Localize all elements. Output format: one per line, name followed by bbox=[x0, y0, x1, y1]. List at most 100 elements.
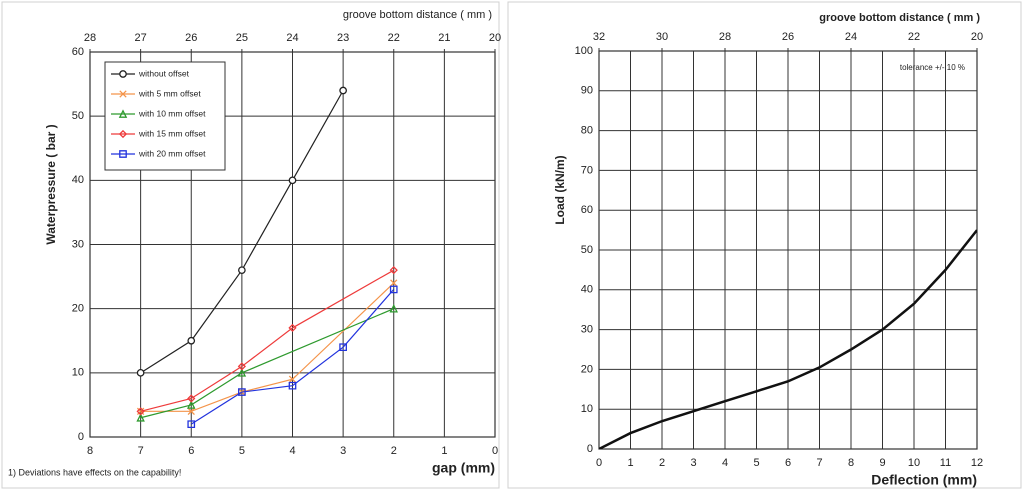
x-tick-label: 8 bbox=[87, 445, 93, 457]
data-point bbox=[238, 388, 246, 396]
data-point bbox=[237, 362, 246, 371]
series-line bbox=[140, 308, 394, 419]
y-tick-label: 90 bbox=[581, 85, 593, 97]
plot-border bbox=[598, 50, 978, 450]
data-point bbox=[187, 407, 195, 415]
y-tick-label: 40 bbox=[581, 284, 593, 296]
top-axis-title: groove bottom distance ( mm ) bbox=[343, 9, 492, 21]
legend-label: with 15 mm offset bbox=[138, 128, 206, 138]
data-point bbox=[187, 336, 196, 345]
x-tick-label: 6 bbox=[785, 457, 791, 469]
x-tick-label: 5 bbox=[753, 457, 759, 469]
y-axis-title: Waterpressure ( bar ) bbox=[44, 124, 58, 244]
top-axis-title: groove bottom distance ( mm ) bbox=[819, 12, 980, 24]
x2-tick-label: 30 bbox=[656, 31, 668, 43]
x-tick-label: 12 bbox=[971, 457, 983, 469]
x2-tick-label: 25 bbox=[236, 32, 248, 44]
x2-tick-label: 27 bbox=[135, 32, 147, 44]
data-point bbox=[288, 381, 297, 390]
x-axis-title: gap (mm) bbox=[432, 460, 495, 476]
legend-marker bbox=[119, 90, 127, 98]
x2-tick-label: 22 bbox=[388, 32, 400, 44]
x-tick-label: 4 bbox=[289, 445, 295, 457]
data-point bbox=[339, 343, 347, 352]
y-tick-label: 50 bbox=[72, 110, 84, 122]
data-point bbox=[187, 420, 196, 429]
legend-marker bbox=[119, 70, 127, 78]
x-tick-label: 1 bbox=[441, 445, 447, 457]
y-tick-label: 30 bbox=[581, 324, 593, 336]
legend-label: with 20 mm offset bbox=[138, 148, 206, 158]
x-tick-label: 4 bbox=[722, 457, 728, 469]
x2-tick-label: 20 bbox=[971, 31, 983, 43]
y-tick-label: 60 bbox=[72, 46, 84, 58]
x2-tick-label: 28 bbox=[719, 31, 731, 43]
x2-tick-label: 23 bbox=[337, 32, 349, 44]
data-point bbox=[288, 176, 297, 185]
right-panel bbox=[507, 1, 1022, 489]
x-tick-label: 6 bbox=[188, 445, 194, 457]
data-point bbox=[390, 279, 398, 287]
data-point bbox=[389, 285, 398, 294]
x-tick-label: 2 bbox=[391, 445, 397, 457]
left-panel bbox=[1, 1, 500, 489]
x-tick-label: 0 bbox=[596, 457, 602, 469]
x-tick-label: 9 bbox=[879, 457, 885, 469]
y-tick-label: 20 bbox=[72, 303, 84, 315]
x-tick-label: 3 bbox=[340, 445, 346, 457]
legend-label: with 5 mm offset bbox=[138, 88, 201, 98]
legend-label: without offset bbox=[138, 68, 190, 78]
plot-border bbox=[89, 51, 496, 438]
x-tick-label: 3 bbox=[690, 457, 696, 469]
legend-marker bbox=[118, 109, 128, 118]
y-tick-label: 30 bbox=[72, 238, 84, 250]
y-tick-label: 10 bbox=[72, 367, 84, 379]
footnote: 1) Deviations have effects on the capabi… bbox=[8, 467, 181, 477]
y-tick-label: 50 bbox=[581, 244, 593, 256]
x2-tick-label: 24 bbox=[286, 32, 298, 44]
x-tick-label: 10 bbox=[908, 457, 920, 469]
legend-marker bbox=[118, 129, 128, 139]
x-tick-label: 5 bbox=[239, 445, 245, 457]
x-tick-label: 7 bbox=[138, 445, 144, 457]
x2-tick-label: 24 bbox=[845, 31, 857, 43]
data-point bbox=[237, 368, 247, 377]
data-point bbox=[186, 400, 196, 409]
data-point bbox=[238, 266, 246, 274]
legend-label: with 10 mm offset bbox=[138, 108, 206, 118]
x-tick-label: 2 bbox=[659, 457, 665, 469]
series-line bbox=[140, 269, 395, 412]
y-tick-label: 0 bbox=[78, 431, 84, 443]
data-point bbox=[136, 407, 145, 416]
y-tick-label: 10 bbox=[581, 403, 593, 415]
x2-tick-label: 26 bbox=[782, 31, 794, 43]
series-line bbox=[190, 289, 395, 425]
data-point bbox=[136, 413, 145, 422]
x-tick-label: 8 bbox=[848, 457, 854, 469]
x2-tick-label: 32 bbox=[593, 31, 605, 43]
y-tick-label: 20 bbox=[581, 363, 593, 375]
x2-tick-label: 21 bbox=[438, 32, 450, 44]
data-point bbox=[389, 304, 399, 313]
data-point bbox=[389, 266, 398, 275]
y-tick-label: 60 bbox=[581, 204, 593, 216]
x-tick-label: 11 bbox=[940, 457, 951, 469]
data-point bbox=[187, 394, 196, 403]
data-point bbox=[136, 369, 145, 377]
x2-tick-label: 26 bbox=[185, 32, 197, 44]
y-axis-title: Load (kN/m) bbox=[553, 155, 567, 224]
x-tick-label: 0 bbox=[492, 445, 498, 457]
x2-tick-label: 28 bbox=[84, 32, 96, 44]
x-tick-label: 7 bbox=[816, 457, 822, 469]
y-tick-label: 80 bbox=[581, 125, 593, 137]
legend-marker bbox=[119, 150, 127, 158]
x-tick-label: 1 bbox=[627, 457, 633, 469]
y-tick-label: 100 bbox=[575, 45, 593, 57]
y-tick-label: 0 bbox=[587, 443, 593, 455]
x2-tick-label: 20 bbox=[489, 32, 501, 44]
data-point bbox=[339, 86, 347, 95]
annotation: tolerance +/- 10 % bbox=[900, 63, 965, 72]
y-tick-label: 40 bbox=[72, 174, 84, 186]
series-line bbox=[599, 229, 977, 449]
